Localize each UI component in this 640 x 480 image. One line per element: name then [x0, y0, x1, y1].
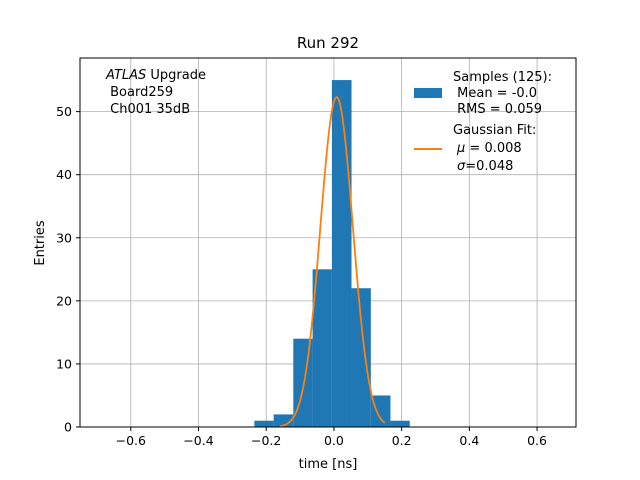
- legend-fit-line-3: σ=0.048: [457, 159, 513, 174]
- y-axis-ticks: 0 10 20 30 40 50: [56, 104, 80, 435]
- legend: Samples (125): Mean = -0.0 RMS = 0.059 G…: [414, 70, 552, 174]
- histogram-bars: [254, 80, 410, 428]
- annotation-line-2: Board259: [106, 85, 173, 100]
- legend-fit-line-2: μ = 0.008: [456, 141, 522, 156]
- x-tick-label-4: 0.2: [392, 433, 412, 448]
- histogram-bar-5: [351, 288, 371, 427]
- x-tick-label-6: 0.6: [527, 433, 547, 448]
- annotation-line-3: Ch001 35dB: [106, 102, 190, 117]
- plot-frame: [79, 57, 577, 428]
- x-tick-label-2: −0.2: [251, 433, 281, 448]
- x-tick-label-3: 0.0: [324, 433, 344, 448]
- legend-hist-line-3: RMS = 0.059: [453, 102, 542, 117]
- legend-hist-swatch: [414, 88, 442, 98]
- histogram-bar-6: [370, 395, 391, 427]
- x-tick-label-1: −0.4: [183, 433, 213, 448]
- legend-hist-line-1: Samples (125):: [453, 70, 552, 85]
- histogram-bar-4: [331, 80, 352, 428]
- x-axis-label: time [ns]: [299, 457, 358, 472]
- y-tick-label-0: 0: [64, 420, 72, 435]
- x-axis-ticks: −0.6 −0.4 −0.2 0.0 0.2 0.4 0.6: [116, 427, 547, 448]
- legend-fit-line-1: Gaussian Fit:: [453, 123, 536, 138]
- y-axis-label: Entries: [33, 220, 48, 266]
- annotation-line-1: ATLAS Upgrade: [105, 68, 206, 83]
- y-tick-label-4: 40: [56, 167, 72, 182]
- y-tick-label-5: 50: [56, 104, 72, 119]
- gaussian-fit: [279, 96, 386, 428]
- histogram-bar-0: [254, 420, 274, 427]
- fit-curve: [279, 96, 386, 428]
- x-tick-label-0: −0.6: [116, 433, 146, 448]
- y-tick-label-1: 10: [56, 356, 72, 371]
- y-tick-label-2: 20: [56, 293, 72, 308]
- x-tick-label-5: 0.4: [459, 433, 479, 448]
- chart-title: Run 292: [297, 34, 359, 52]
- histogram-bar-7: [390, 420, 410, 427]
- histogram-bar-3: [312, 269, 332, 427]
- legend-hist-line-2: Mean = -0.0: [453, 86, 537, 101]
- annotation: ATLAS Upgrade Board259 Ch001 35dB: [105, 68, 206, 117]
- y-tick-label-3: 30: [56, 230, 72, 245]
